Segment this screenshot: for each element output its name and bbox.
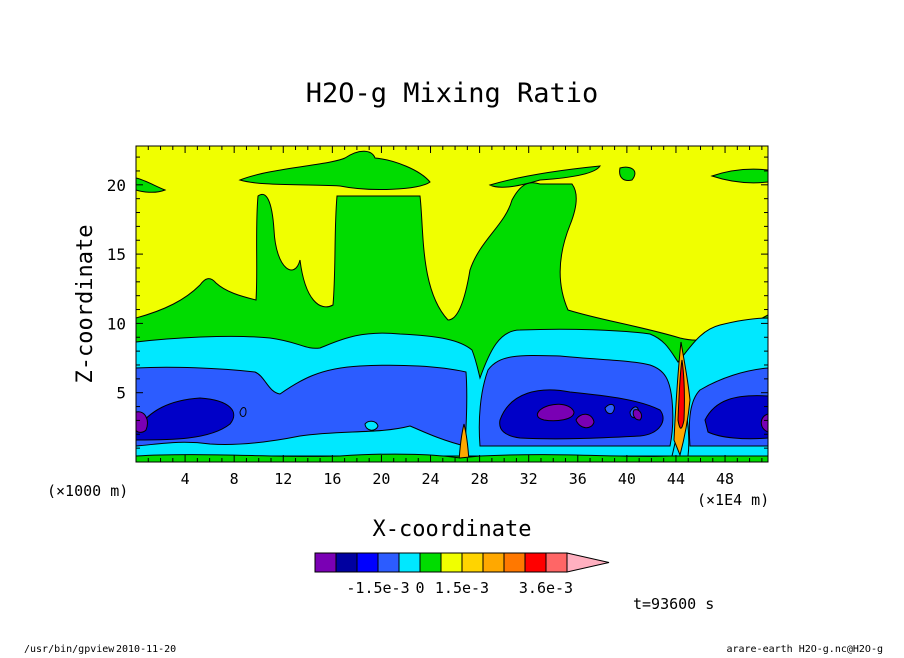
colorbar-swatch xyxy=(398,552,421,573)
colorbar-arrow xyxy=(566,552,610,573)
plot-frame xyxy=(135,145,769,463)
x-tick-label: 12 xyxy=(274,470,292,488)
y-tick-label: 10 xyxy=(107,314,126,333)
colorbar-swatch xyxy=(440,552,463,573)
colorbar-tick-labels: -1.5e-3 0 1.5e-3 3.6e-3 xyxy=(346,579,573,597)
chart-title: H2O-g Mixing Ratio xyxy=(306,78,599,109)
colorbar-tick-label: 3.6e-3 xyxy=(519,579,573,597)
y-tick-label: 20 xyxy=(107,176,126,195)
colorbar-swatch xyxy=(482,552,505,573)
x-unit-right: (×1E4 m) xyxy=(697,491,769,509)
colorbar-swatch xyxy=(419,552,442,573)
x-tick-label: 28 xyxy=(471,470,489,488)
colorbar-tick-label: 0 xyxy=(415,579,424,597)
colorbar-tick-label: -1.5e-3 xyxy=(346,579,409,597)
colorbar-tick-label: 1.5e-3 xyxy=(435,579,489,597)
y-tick-label: 5 xyxy=(116,384,126,403)
y-tick-label: 15 xyxy=(107,245,126,264)
x-axis-label: X-coordinate xyxy=(373,517,532,542)
x-tick-label: 32 xyxy=(520,470,538,488)
x-tick-label: 4 xyxy=(181,470,190,488)
colorbar-swatch xyxy=(335,552,358,573)
x-tick-label: 48 xyxy=(716,470,734,488)
x-unit-left: (×1000 m) xyxy=(47,482,128,500)
colorbar-swatch xyxy=(524,552,547,573)
y-axis-ticks: 5 10 15 20 xyxy=(107,156,768,449)
x-tick-label: 40 xyxy=(618,470,636,488)
footer-program: /usr/bin/gpview xyxy=(24,644,115,654)
x-tick-label: 24 xyxy=(421,470,439,488)
footer-date: 2010-11-20 xyxy=(116,644,176,654)
contour-green-upper-patches xyxy=(136,150,768,193)
colorbar-swatch xyxy=(356,552,379,573)
colorbar-swatch xyxy=(545,552,568,573)
colorbar-swatch xyxy=(461,552,484,573)
colorbar-swatch xyxy=(314,552,337,573)
contour-purple-minima xyxy=(136,403,768,433)
contour-small-plume xyxy=(458,423,470,462)
contour-bottom-green-strip xyxy=(136,453,768,462)
time-label: t=93600 s xyxy=(633,595,714,613)
plot-area xyxy=(135,145,769,463)
x-axis-ticks: 4 8 12 16 20 24 28 32 36 40 44 48 xyxy=(147,146,763,488)
footer-file: arare-earth_H2O-g.nc@H2O-g xyxy=(726,644,883,654)
x-tick-label: 20 xyxy=(372,470,390,488)
colorbar xyxy=(314,552,610,573)
x-tick-label: 8 xyxy=(230,470,239,488)
contour-plume-red xyxy=(677,359,685,429)
x-tick-label: 16 xyxy=(323,470,341,488)
colorbar-swatch xyxy=(503,552,526,573)
colorbar-swatch xyxy=(377,552,400,573)
y-axis-label: Z-coordinate xyxy=(73,225,98,384)
contour-darkblue-cores xyxy=(136,389,768,441)
x-tick-label: 44 xyxy=(667,470,685,488)
x-tick-label: 36 xyxy=(569,470,587,488)
